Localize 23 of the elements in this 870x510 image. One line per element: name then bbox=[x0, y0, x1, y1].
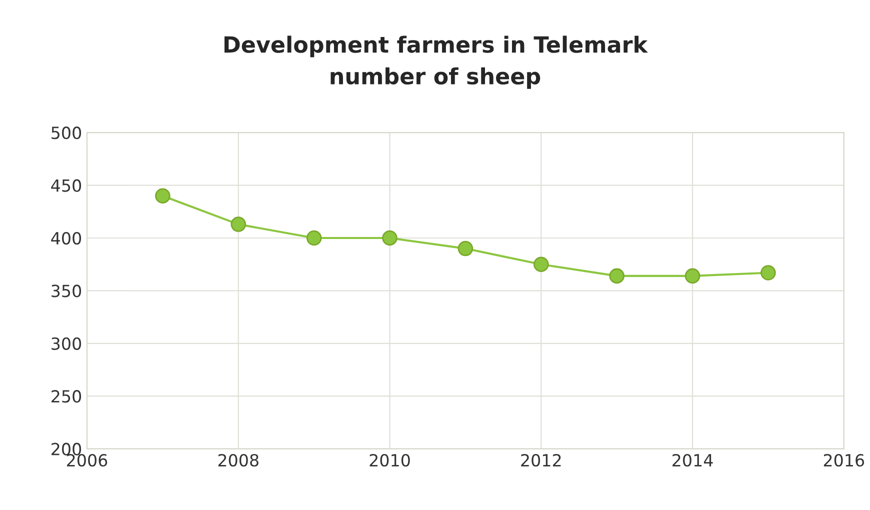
x-tick-label: 2010 bbox=[370, 454, 410, 467]
x-tick-label: 2014 bbox=[672, 454, 713, 467]
point bbox=[306, 230, 322, 246]
point bbox=[230, 216, 246, 232]
x-tick-label: 2016 bbox=[824, 454, 864, 467]
y-tick-label: 450 bbox=[51, 179, 82, 192]
point bbox=[534, 256, 549, 272]
y-tick-label: 400 bbox=[51, 232, 82, 245]
point bbox=[760, 265, 776, 280]
y-tick-label: 200 bbox=[52, 442, 82, 456]
point bbox=[155, 188, 170, 204]
point bbox=[458, 240, 474, 256]
y-tick-label: 350 bbox=[52, 284, 82, 298]
point bbox=[684, 268, 700, 284]
y-tick-label: 300 bbox=[52, 337, 82, 350]
chart-title: Development farmers in Telemark number of sheep bbox=[224, 36, 648, 89]
x-tick-label: 2008 bbox=[218, 454, 258, 467]
y-tick-label: 500 bbox=[52, 126, 82, 140]
x-tick-label: 2012 bbox=[521, 454, 561, 467]
point bbox=[382, 230, 398, 246]
y-tick-label: 250 bbox=[52, 390, 82, 403]
point bbox=[609, 268, 624, 284]
x-tick-label: 2006 bbox=[67, 454, 108, 467]
